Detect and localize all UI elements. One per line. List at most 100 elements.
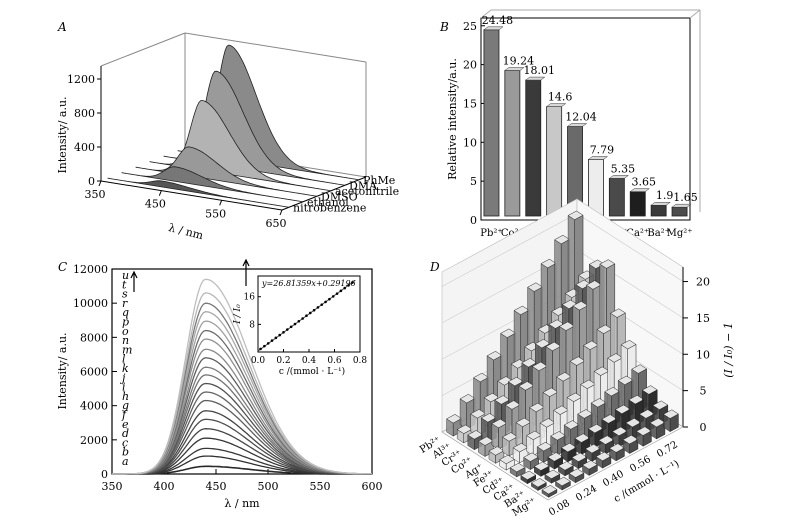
panel-d-bar-top xyxy=(533,461,550,471)
panel-d-bar-top xyxy=(491,418,508,429)
panel-b-bar xyxy=(483,29,500,217)
panel-c-spectrum-l xyxy=(112,366,372,475)
panel-a-x-tick-label: 550 xyxy=(205,207,226,220)
panel-d-bar-top xyxy=(480,413,497,423)
panel-c-curves xyxy=(112,278,373,475)
panel-a-series-label: ethanol xyxy=(307,196,349,209)
panel-d-bar-top xyxy=(609,308,626,318)
panel-d-z-tick-label: 0 xyxy=(700,421,707,434)
panel-c-inset-point xyxy=(293,322,297,326)
panel-b-label: B xyxy=(439,20,449,34)
panel-b-bar-top xyxy=(629,188,651,192)
panel-b-bars xyxy=(483,26,692,217)
panel-d-bar-top xyxy=(662,409,679,419)
panel-d-bar-top xyxy=(534,338,551,349)
panel-c-inset-point xyxy=(331,295,335,298)
panel-b-y-tick-label: 20 xyxy=(463,59,477,72)
panel-d-bar-top xyxy=(649,417,666,428)
panel-d-bar-top xyxy=(625,418,642,428)
panel-b-text: 0 5 10 15 20 25 Relative intensity/a.u. 24.48 Pb… xyxy=(446,14,698,239)
panel-d-bar-top xyxy=(595,451,612,462)
panel-c-peak-arrow xyxy=(242,258,250,286)
panel-c-inset-point xyxy=(259,347,262,351)
panel-d-conc-tick-label: 0.72 xyxy=(655,439,680,460)
panel-b-bar xyxy=(546,106,563,217)
panel-d-bar-top xyxy=(580,379,597,389)
panel-c-series-letter: c xyxy=(122,436,128,449)
panel-c-inset-x-tick-label: 0.4 xyxy=(302,356,317,366)
panel-c-series-letter: j xyxy=(119,371,126,384)
panel-d-bar-top xyxy=(509,462,526,473)
panel-c-inset-y-tick-label: 8 xyxy=(249,320,255,330)
panel-a-series-label: acetonitrile xyxy=(335,185,399,198)
panel-a-z-tick-label: 0 xyxy=(88,175,95,188)
panel-b-bar xyxy=(504,70,521,217)
panel-a-series-label: DMSO xyxy=(321,190,358,203)
panel-d-bar-top xyxy=(582,340,599,350)
panel-c-inset-point xyxy=(286,328,289,331)
panel-c-series-letter: p xyxy=(122,316,129,329)
panel-c-left-arrow xyxy=(130,270,138,292)
panel-d-bar-top xyxy=(518,381,535,391)
panel-c-series-letter: t xyxy=(122,278,127,291)
panel-d-bar-top xyxy=(477,436,494,446)
panel-c-inset: 0.0 0.2 0.4 0.6 0.8 8 16I / I₀ c /(mmol · L⁻¹) y… xyxy=(233,275,367,377)
panel-d-bar-top xyxy=(500,328,517,338)
panel-c-series-letter: e xyxy=(122,418,129,431)
panel-d-bar-top xyxy=(486,350,503,361)
panel-d-bar-top xyxy=(554,234,571,245)
panel-c-inset-point xyxy=(316,306,320,309)
panel-c-x-tick-label: 600 xyxy=(362,480,383,493)
panel-b-category-label: Mg²⁺ xyxy=(667,228,693,239)
panel-b-value-label: 24.48 xyxy=(482,14,514,27)
panel-c-series-letter: q xyxy=(122,306,129,319)
panel-b-bar-top xyxy=(483,26,504,31)
panel-d-z-tick-label: 15 xyxy=(696,312,710,325)
panel-b-y-tick-label: 25 xyxy=(463,20,477,33)
panel-a-wall-edge xyxy=(184,32,367,63)
panel-a-series-label: nitrobenzene xyxy=(293,201,366,214)
panel-d-bar-top xyxy=(622,434,639,445)
panel-a-z-tick-label: 1200 xyxy=(67,73,95,86)
panel-d-bar-top xyxy=(599,259,616,269)
panel-d-bar-top xyxy=(456,424,473,434)
panel-c-spectrum-u xyxy=(112,278,373,475)
panel-d-bar-top xyxy=(446,414,463,424)
panel-d-bar-top xyxy=(542,387,559,397)
panel-a-x-tick xyxy=(158,190,162,196)
panel-b-bar xyxy=(525,79,542,217)
panel-d-bar-top xyxy=(553,405,570,415)
panel-c-inset-y-tick-label: 16 xyxy=(244,293,256,303)
panel-b-bar xyxy=(650,204,667,217)
panel-c-series-letter: r xyxy=(122,297,128,310)
panel-c-series-letter: m xyxy=(122,343,132,356)
panel-d-bar-top xyxy=(641,385,658,395)
panel-c-inset-x-tick-label: 0.0 xyxy=(251,356,266,366)
panel-a-z-tick-label: 400 xyxy=(74,141,95,154)
panel-b-bar xyxy=(608,178,625,217)
panel-b: B 0 5 10 15 20 25 Relative intensity/a.u. 24.48… xyxy=(439,9,701,239)
panel-c-inset-equation: y=26.81359x+0.29196 xyxy=(261,279,356,288)
panel-c-y-tick-label: 2000 xyxy=(80,434,108,447)
panel-c-inset-point xyxy=(328,297,331,301)
panel-c-inset-point xyxy=(263,344,266,348)
panel-a-wall-edge xyxy=(100,32,186,67)
panel-d-bar-top xyxy=(617,375,634,386)
panel-b-category-label: Ba²⁺ xyxy=(647,228,670,239)
panel-c-inset-point xyxy=(278,333,281,337)
panel-c-inset-point xyxy=(305,314,308,318)
panel-d-bar-top xyxy=(563,420,580,430)
panel-a-spectrum-DMSO xyxy=(135,146,318,197)
panel-d-bar-top xyxy=(530,478,547,488)
panel-c-inset-point xyxy=(266,342,270,345)
panel-c-inset-point xyxy=(347,284,350,287)
panel-b-y-tick-label: 5 xyxy=(470,175,477,188)
panel-d-bar-top xyxy=(541,484,558,495)
panel-d-bar-top xyxy=(467,430,484,440)
panel-d-bar-top xyxy=(635,426,652,436)
panel-a-x-tick-label: 450 xyxy=(145,198,166,211)
panel-d-bar-top xyxy=(568,468,585,478)
panel-b-bar-top xyxy=(566,123,588,127)
panel-d-bar-top xyxy=(545,341,562,352)
panel-d-bar-top xyxy=(574,433,591,443)
